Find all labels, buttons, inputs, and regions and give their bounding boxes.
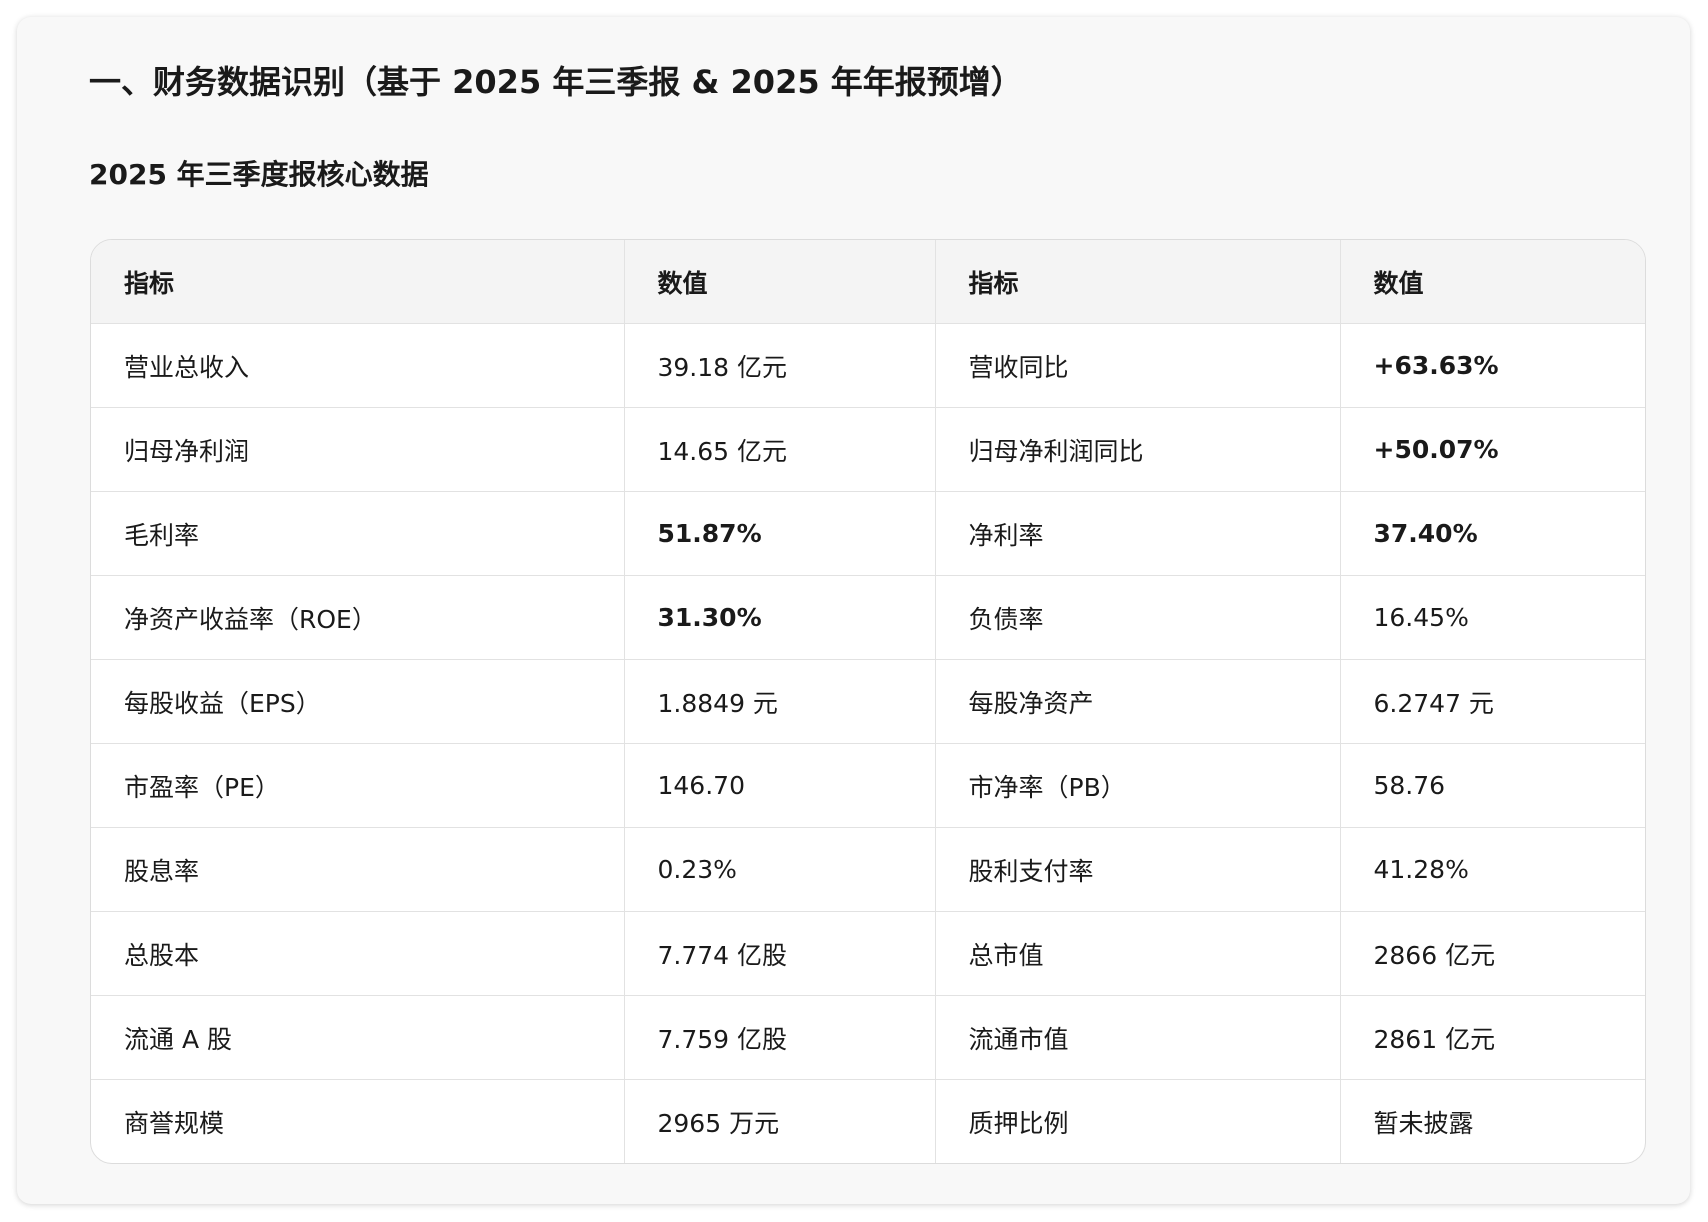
- table-cell: 负债率: [935, 575, 1341, 660]
- table-cell: +50.07%: [1340, 407, 1645, 492]
- header-cell: 指标: [91, 240, 625, 324]
- table-row: 每股收益（EPS） 1.8849 元每股净资产 6.2747 元: [91, 659, 1645, 744]
- table-cell: 7.759 亿股: [624, 995, 936, 1080]
- table-cell: 总市值: [935, 911, 1341, 996]
- table-cell: 总股本: [91, 911, 625, 996]
- header-cell: 指标: [935, 240, 1341, 324]
- table-cell: 31.30%: [624, 575, 936, 660]
- table-cell: 股息率: [91, 827, 625, 912]
- table-cell: 市净率（PB）: [935, 743, 1341, 828]
- table-row: 市盈率（PE） 146.70 市净率（PB） 58.76: [91, 743, 1645, 828]
- header-cell: 数值: [1340, 240, 1645, 324]
- table-cell: 归母净利润同比: [935, 407, 1341, 492]
- subtitle: 2025 年三季度报核心数据: [89, 158, 429, 191]
- header-cell: 数值: [624, 240, 936, 324]
- table-row: 股息率 0.23% 股利支付率 41.28%: [91, 827, 1645, 912]
- table-cell: 14.65 亿元: [624, 407, 936, 492]
- table-cell: 58.76: [1340, 743, 1645, 828]
- table-cell: 39.18 亿元: [624, 323, 936, 408]
- table-row: 商誉规模 2965 万元 质押比例 暂未披露: [91, 1079, 1645, 1163]
- table-cell: 暂未披露: [1373, 1108, 1474, 1138]
- table-cell: +63.63%: [1340, 323, 1645, 408]
- table-cell: 每股收益（EPS）: [91, 659, 625, 744]
- table-cell: 每股净资产: [935, 659, 1341, 744]
- table-cell: 毛利率: [91, 491, 625, 576]
- table-row: 净资产收益率（ROE） 31.30% 负债率 16.45%: [91, 575, 1645, 660]
- table-body: 营业总收入 39.18 亿元 营收同比 +63.63% 归母净利润 14.65 亿元 归母净…: [91, 323, 1645, 1163]
- table-cell: 6.2747 元: [1340, 659, 1645, 744]
- table-row: 总股本 7.774 亿股 总市值 2866 亿元: [91, 911, 1645, 996]
- card: 一、财务数据识别（基于 2025 年三季报 & 2025 年年报预增） 2025…: [17, 17, 1690, 1204]
- table-cell: 2866 亿元: [1340, 911, 1645, 996]
- table-cell: 股利支付率: [935, 827, 1341, 912]
- table-row: 流通 A 股 7.759 亿股 流通市值 2861 亿元: [91, 995, 1645, 1080]
- table-cell: 质押比例: [935, 1079, 1341, 1163]
- table-cell: 41.28%: [1340, 827, 1645, 912]
- table-container: 指标 数值 指标 数值 营业总收入 39.18 亿元 营收同比 +63.63% 归母净利润 14…: [90, 239, 1646, 1164]
- table-row: 毛利率 51.87% 净利率 37.40%: [91, 491, 1645, 576]
- table-row: 营业总收入 39.18 亿元 营收同比 +63.63%: [91, 323, 1645, 408]
- table-cell: 流通市值: [935, 995, 1341, 1080]
- title: 一、财务数据识别（基于 2025 年三季报 & 2025 年年报预增）: [89, 63, 1023, 101]
- table-cell: 市盈率（PE）: [91, 743, 625, 828]
- table-cell: 1.8849 元: [624, 659, 936, 744]
- table-cell: 16.45%: [1340, 575, 1645, 660]
- table-cell: 流通 A 股: [91, 995, 625, 1080]
- table-cell: 7.774 亿股: [624, 911, 936, 996]
- table-cell: 商誉规模: [91, 1079, 625, 1163]
- table-cell: 146.70: [624, 743, 936, 828]
- data-table: 指标 数值 指标 数值 营业总收入 39.18 亿元 营收同比 +63.63% 归母净利润 14…: [91, 240, 1645, 1163]
- table-cell: 净资产收益率（ROE）: [91, 575, 625, 660]
- table-cell: 0.23%: [624, 827, 936, 912]
- table-cell: 2861 亿元: [1340, 995, 1645, 1080]
- table-cell: 净利率: [935, 491, 1341, 576]
- header-row: 指标 数值 指标 数值: [91, 240, 1645, 324]
- table-cell: 51.87%: [624, 491, 936, 576]
- table-cell: 2965 万元: [624, 1079, 936, 1163]
- table-row: 归母净利润 14.65 亿元 归母净利润同比 +50.07%: [91, 407, 1645, 492]
- table-cell: 归母净利润: [91, 407, 625, 492]
- table-cell: 营收同比: [935, 323, 1341, 408]
- table-cell: 37.40%: [1340, 491, 1645, 576]
- table-cell: 营业总收入: [91, 323, 625, 408]
